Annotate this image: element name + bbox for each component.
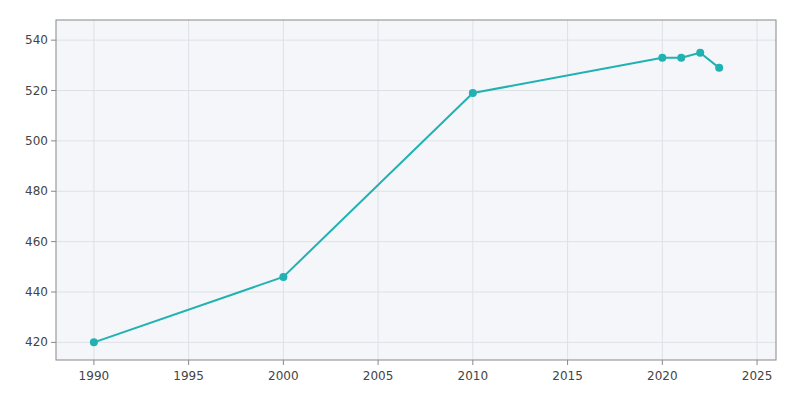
x-tick [757,360,758,365]
grid [56,20,776,360]
x-tick-label: 2020 [647,369,678,383]
point [90,338,98,346]
axes: 420 440 460 480 500 520 540 1990 1995 2000 2005 201… [25,20,776,383]
point [658,54,666,62]
x-tick-label: 1990 [79,369,110,383]
point [715,64,723,72]
x-tick [188,360,189,365]
line [94,53,719,343]
y-tick-label: 440 [25,285,48,299]
x-tick [378,360,379,365]
x-grid-line [93,20,94,360]
data-group [90,49,723,347]
point [469,89,477,97]
x-tick [472,360,473,365]
page: {"chart_data": {"type": "line", "x": [19… [0,0,800,400]
point [279,273,287,281]
x-tick [283,360,284,365]
y-tick [51,40,56,41]
y-tick-label: 460 [25,235,48,249]
x-tick-label: 2000 [268,369,299,383]
x-tick [93,360,94,365]
y-tick [51,90,56,91]
x-grid-line [283,20,284,360]
point [696,49,704,57]
chart-svg: 420 440 460 480 500 520 540 1990 1995 2000 2005 201… [0,0,800,400]
x-tick-label: 2010 [458,369,489,383]
y-tick [51,241,56,242]
y-tick-label: 480 [25,184,48,198]
y-tick-label: 420 [25,335,48,349]
y-tick [51,140,56,141]
x-grid-line [378,20,379,360]
point [677,54,685,62]
x-grid-line [567,20,568,360]
y-tick-label: 500 [25,134,48,148]
y-grid-line [56,40,776,41]
y-grid-line [56,140,776,141]
y-tick-label: 540 [25,33,48,47]
x-tick-label: 1995 [173,369,204,383]
chart-container: 420 440 460 480 500 520 540 1990 1995 2000 2005 201… [0,0,800,400]
y-tick [51,191,56,192]
y-grid-line [56,191,776,192]
x-grid-line [662,20,663,360]
y-tick [51,342,56,343]
x-grid-line [472,20,473,360]
x-grid-line [757,20,758,360]
plot-frame [56,20,776,360]
y-grid-line [56,292,776,293]
y-grid-line [56,342,776,343]
y-grid-line [56,90,776,91]
x-tick-label: 2005 [363,369,394,383]
y-tick-label: 520 [25,84,48,98]
x-tick [662,360,663,365]
x-tick-label: 2025 [742,369,773,383]
plot-background [56,20,776,360]
x-tick [567,360,568,365]
y-tick [51,292,56,293]
y-grid-line [56,241,776,242]
x-tick-label: 2015 [552,369,583,383]
